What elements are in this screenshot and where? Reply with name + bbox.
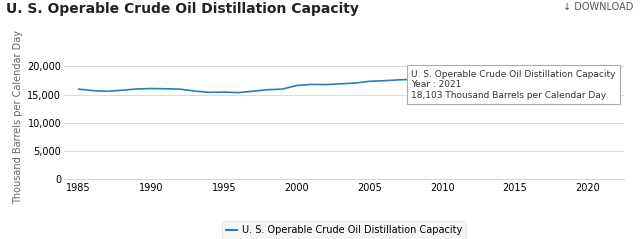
Legend: U. S. Operable Crude Oil Distillation Capacity: U. S. Operable Crude Oil Distillation Ca…: [221, 221, 467, 239]
Y-axis label: Thousand Barrels per Calendar Day: Thousand Barrels per Calendar Day: [13, 30, 23, 204]
Text: ↓ DOWNLOAD: ↓ DOWNLOAD: [563, 2, 634, 12]
Text: U. S. Operable Crude Oil Distillation Capacity
Year : 2021
18,103 Thousand Barre: U. S. Operable Crude Oil Distillation Ca…: [412, 70, 616, 100]
Text: U. S. Operable Crude Oil Distillation Capacity: U. S. Operable Crude Oil Distillation Ca…: [6, 2, 359, 16]
